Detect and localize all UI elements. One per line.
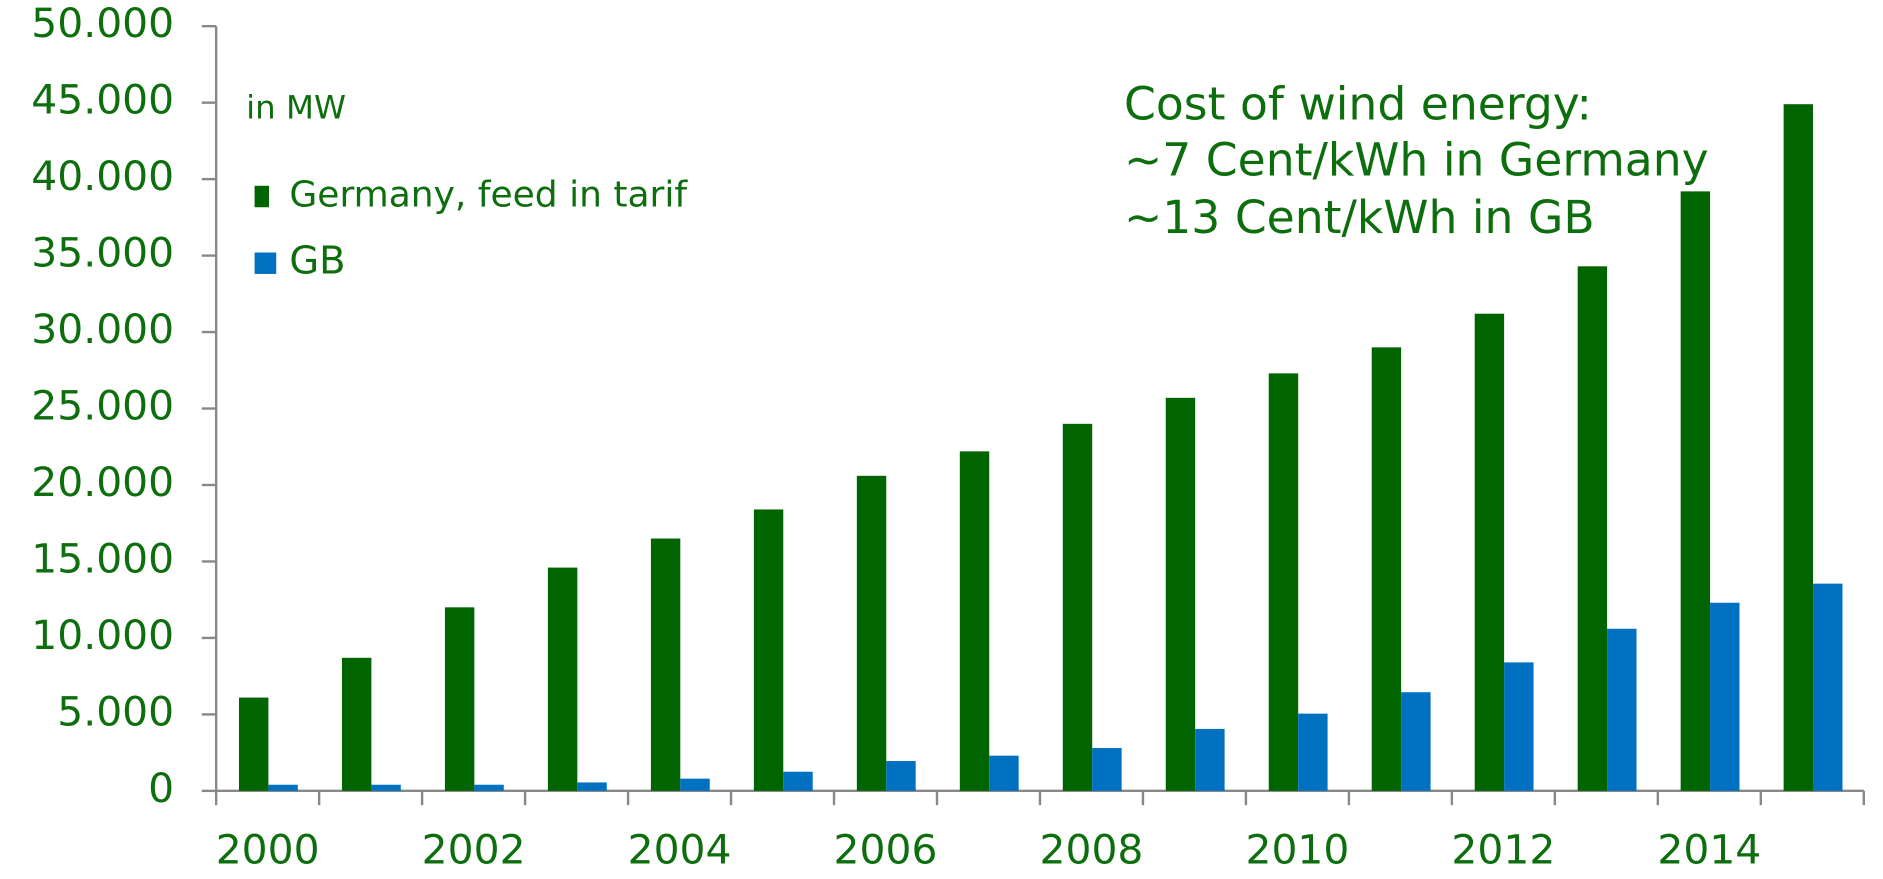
y-tick-label: 45.000 bbox=[31, 76, 174, 124]
legend-swatch bbox=[254, 252, 277, 274]
bar bbox=[680, 778, 710, 791]
bar bbox=[474, 784, 504, 791]
bar bbox=[1474, 313, 1505, 791]
y-tick-label: 10.000 bbox=[31, 611, 174, 659]
bar bbox=[1165, 397, 1196, 791]
bar bbox=[444, 607, 475, 791]
bar bbox=[238, 697, 269, 791]
bar bbox=[989, 755, 1019, 791]
bar bbox=[1268, 373, 1299, 791]
x-tick-label: 2006 bbox=[834, 826, 938, 874]
bar bbox=[341, 657, 372, 791]
x-tick-label: 2000 bbox=[216, 826, 320, 874]
x-tick-label: 2002 bbox=[422, 826, 526, 874]
legend-swatch bbox=[254, 185, 269, 208]
y-tick-label: 40.000 bbox=[31, 152, 174, 200]
bar bbox=[1298, 713, 1328, 791]
bar bbox=[371, 784, 401, 791]
bar bbox=[1813, 583, 1843, 791]
bar bbox=[1710, 602, 1740, 791]
y-tick-label: 25.000 bbox=[31, 382, 174, 430]
bar bbox=[856, 475, 887, 791]
x-tick-label: 2004 bbox=[628, 826, 732, 874]
bar bbox=[577, 782, 607, 791]
bar bbox=[1092, 748, 1122, 791]
bar bbox=[268, 784, 298, 791]
bar bbox=[1371, 347, 1402, 791]
annotation: Cost of wind energy: bbox=[1124, 78, 1592, 131]
legend-label: GB bbox=[289, 239, 345, 284]
unit-label: in MW bbox=[246, 89, 346, 127]
bar bbox=[959, 451, 990, 791]
y-tick-label: 5.000 bbox=[57, 688, 174, 736]
bar bbox=[1504, 662, 1534, 791]
bar bbox=[783, 771, 813, 791]
bar bbox=[547, 567, 578, 791]
bar bbox=[1607, 628, 1637, 791]
y-tick-label: 0 bbox=[148, 764, 174, 812]
y-tick-label: 50.000 bbox=[31, 0, 174, 47]
x-tick-label: 2012 bbox=[1451, 826, 1555, 874]
bar bbox=[753, 509, 784, 791]
bar bbox=[1577, 266, 1608, 791]
bar bbox=[1195, 728, 1225, 791]
x-tick-label: 2014 bbox=[1657, 826, 1761, 874]
bar bbox=[1680, 191, 1711, 791]
bar bbox=[1783, 104, 1814, 791]
y-tick-label: 30.000 bbox=[31, 305, 174, 353]
legend-label: Germany, feed in tarif bbox=[289, 175, 688, 216]
bar bbox=[1062, 423, 1093, 791]
y-tick-label: 35.000 bbox=[31, 229, 174, 277]
annotation: ~7 Cent/kWh in Germany bbox=[1124, 134, 1709, 187]
bar bbox=[886, 761, 916, 791]
bar bbox=[1401, 692, 1431, 791]
annotation: ~13 Cent/kWh in GB bbox=[1124, 191, 1595, 244]
x-tick-label: 2010 bbox=[1245, 826, 1349, 874]
x-tick-label: 2008 bbox=[1040, 826, 1144, 874]
bar bbox=[650, 538, 681, 791]
y-tick-label: 20.000 bbox=[31, 458, 174, 506]
y-tick-label: 15.000 bbox=[31, 535, 174, 583]
